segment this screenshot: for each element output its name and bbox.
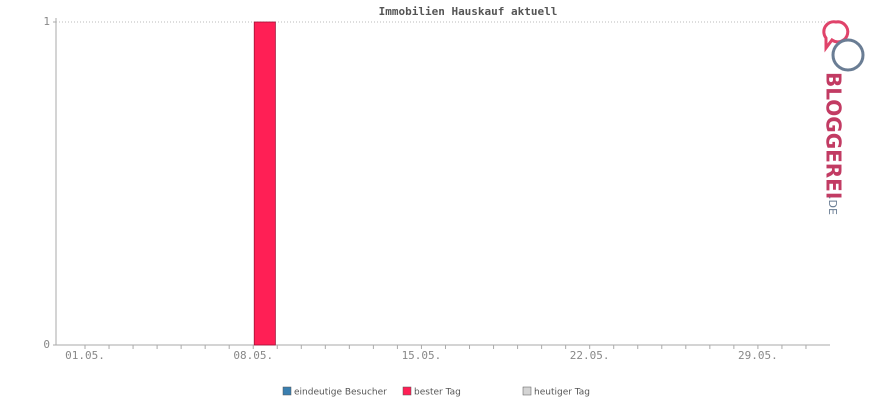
logo-text: BLOGGEREI	[822, 72, 846, 199]
legend: eindeutige Besucher bester Tag heutiger Ta…	[282, 386, 590, 398]
bar	[253, 21, 276, 346]
y-tick-label: 1	[43, 15, 50, 28]
chart-title: Immobilien Hauskauf aktuell	[379, 5, 558, 18]
x-tick-label: 22.05.	[570, 349, 610, 362]
logo-suffix: .DE	[826, 196, 839, 215]
x-tick-label: 15.05.	[402, 349, 442, 362]
logo: BLOGGEREI .DE	[822, 20, 865, 215]
y-tick-label: 0	[43, 338, 50, 351]
logo-icon	[831, 38, 865, 72]
legend-swatch	[282, 386, 292, 396]
x-tick-label: 29.05.	[738, 349, 778, 362]
legend-label: heutiger Tag	[534, 388, 590, 398]
x-tick-label: 01.05.	[65, 349, 105, 362]
x-tick-label: 08.05.	[233, 349, 273, 362]
legend-swatch	[402, 386, 412, 396]
legend-swatch	[522, 386, 532, 396]
legend-label: eindeutige Besucher	[294, 388, 387, 398]
logo-icon	[822, 20, 850, 53]
legend-label: bester Tag	[414, 388, 461, 398]
